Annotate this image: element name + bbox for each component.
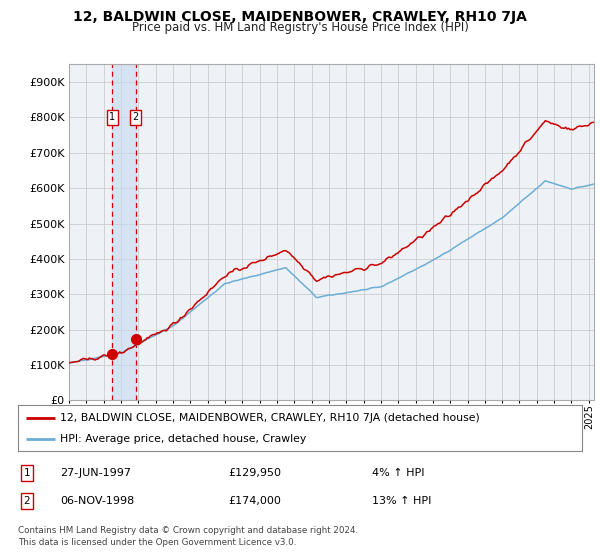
Text: 13% ↑ HPI: 13% ↑ HPI <box>372 496 431 506</box>
Bar <box>112 64 136 400</box>
Text: 1: 1 <box>109 113 115 123</box>
Text: Contains HM Land Registry data © Crown copyright and database right 2024.
This d: Contains HM Land Registry data © Crown c… <box>18 526 358 547</box>
Text: 27-JUN-1997: 27-JUN-1997 <box>60 468 131 478</box>
Text: 12, BALDWIN CLOSE, MAIDENBOWER, CRAWLEY, RH10 7JA (detached house): 12, BALDWIN CLOSE, MAIDENBOWER, CRAWLEY,… <box>60 413 480 423</box>
Text: 1: 1 <box>23 468 31 478</box>
Text: 2: 2 <box>23 496 31 506</box>
Text: 4% ↑ HPI: 4% ↑ HPI <box>372 468 425 478</box>
Text: 2: 2 <box>133 113 139 123</box>
Text: £129,950: £129,950 <box>228 468 281 478</box>
Text: HPI: Average price, detached house, Crawley: HPI: Average price, detached house, Craw… <box>60 435 307 444</box>
Text: Price paid vs. HM Land Registry's House Price Index (HPI): Price paid vs. HM Land Registry's House … <box>131 21 469 34</box>
Text: 06-NOV-1998: 06-NOV-1998 <box>60 496 134 506</box>
Text: £174,000: £174,000 <box>228 496 281 506</box>
Text: 12, BALDWIN CLOSE, MAIDENBOWER, CRAWLEY, RH10 7JA: 12, BALDWIN CLOSE, MAIDENBOWER, CRAWLEY,… <box>73 10 527 24</box>
